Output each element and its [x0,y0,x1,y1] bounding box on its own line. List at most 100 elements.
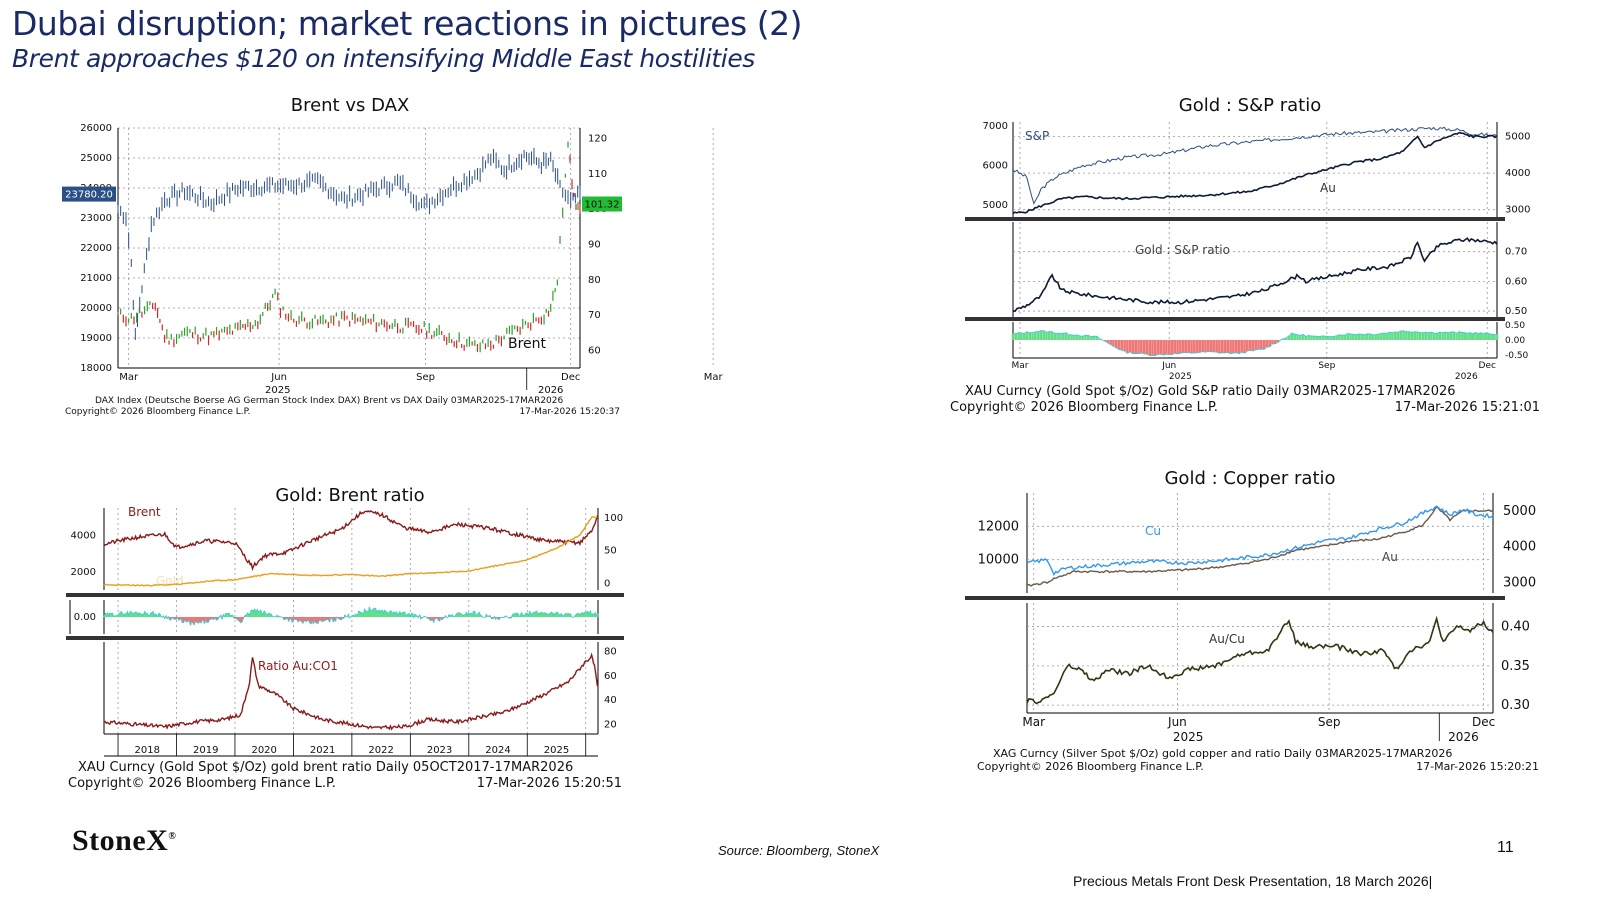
chart-brent-vs-dax: 2600025000240002300022000210002000019000… [62,123,723,417]
x-tick-label: Sep [1318,361,1335,371]
series-au-line [1012,131,1498,215]
x-year-label: 2026 [1455,372,1478,382]
y-tick-label-right: 120 [588,134,607,145]
y-tick-label-left: 25000 [80,153,112,164]
last-value-badge-dax [62,186,116,202]
x-tick-label: 2019 [193,745,218,756]
series-au-co1-line [103,652,599,731]
series-label-au-cu: Au/Cu [1209,632,1245,646]
y-tick-label-right: 0.00 [1505,336,1525,346]
x-year-label: 2025 [265,385,290,396]
series-label-ratio: Gold : S&P ratio [1135,243,1230,257]
chart-copyright: Copyright© 2026 Bloomberg Finance L.P. [65,407,250,417]
y-tick-label-right: 90 [588,239,601,250]
x-year-label: 2026 [538,385,563,396]
x-tick-label: Mar [1011,361,1028,371]
x-tick-label: 2023 [427,745,452,756]
page-number: 11 [1497,839,1514,856]
y-tick-label-right: 3000 [1503,575,1536,590]
source-note: Source: Bloomberg, StoneX [718,843,880,858]
chart-timestamp: 17-Mar-2026 15:21:01 [1395,400,1540,415]
y-tick-label-right: 0.60 [1505,276,1527,287]
chart-timestamp: 17-Mar-2026 15:20:37 [519,407,620,417]
y-tick-label-right: 0.70 [1505,247,1527,258]
chart-timestamp: 17-Mar-2026 15:20:51 [477,776,622,791]
y-tick-label-right: 0.30 [1501,698,1530,713]
last-value-badge-brent [582,196,622,212]
y-tick-label-right: 4000 [1503,540,1536,555]
chart-footer: DAX Index (Deutsche Boerse AG German Sto… [95,396,564,406]
y-tick-label-left: 26000 [80,123,112,134]
series-oscillator-line [103,606,598,626]
series-label-cu: Cu [1145,524,1161,538]
y-tick-label-right: 5000 [1505,132,1530,143]
y-tick-label-left: 23000 [80,213,112,224]
y-tick-label-right: 5000 [1503,504,1536,519]
chart-gold-sp-ratio: 7000 6000 5000 5000 4000 3000 S&P Au 0.70 0.60 0.5… [950,121,1540,415]
series-au-cu-line [1026,615,1494,705]
chart-footer: XAU Curncy (Gold Spot $/Oz) Gold S&P rat… [965,384,1456,399]
x-year-label: 2026 [1448,730,1479,744]
y-tick-label-right: 20 [604,719,617,730]
series-label-brent: Brent [128,505,161,519]
y-tick-label-left: 21000 [80,273,112,284]
y-tick-label-right: 40 [604,695,617,706]
chart-footer: XAU Curncy (Gold Spot $/Oz) gold brent r… [78,760,573,775]
x-tick-label: Dec [1472,715,1495,729]
series-sp-line [1012,126,1498,205]
y-tick-label-left: 18000 [80,363,112,374]
x-tick-label: Jun [270,372,287,383]
x-tick-label: Mar [119,372,139,383]
y-tick-label-right: 70 [588,310,601,321]
y-tick-label-left: 5000 [983,200,1008,211]
chart-copyright: Copyright© 2026 Bloomberg Finance L.P. [977,760,1204,773]
chart-title-gold-sp: Gold : S&P ratio [1178,95,1322,116]
x-tick-label: Dec [1479,361,1496,371]
x-tick-label: Mar [704,372,724,383]
series-label-gold: Gold [156,574,184,588]
y-tick-label-left: 22000 [80,243,112,254]
presentation-label: Precious Metals Front Desk Presentation,… [1073,873,1433,889]
series-label-brent: Brent [508,336,547,352]
y-tick-label-right: 4000 [1505,168,1530,179]
x-tick-label: Dec [561,372,580,383]
chart-title-gold-brent: Gold: Brent ratio [275,485,425,506]
series-cu-line [1026,505,1494,577]
y-tick-label-right: 110 [588,169,607,180]
y-tick-label-right: 80 [588,275,601,286]
x-tick-label: 2018 [135,745,160,756]
chart-gold-copper-ratio: 12000 10000 5000 4000 3000 Cu Au 0.40 0.35 0.30 Au… [965,493,1539,773]
last-value-brent: 101.32 [585,200,620,211]
series-label-au-co1: Ratio Au:CO1 [258,659,338,673]
y-tick-label-right: 100 [604,513,623,524]
y-tick-label-right: 0 [604,578,610,589]
logo-mark: ® [168,831,177,842]
series-ratio-line [1012,237,1498,313]
y-tick-label-right: 60 [604,671,617,682]
series-gold-line [103,515,598,587]
y-tick-label-right: 50 [604,546,617,557]
chart-copyright: Copyright© 2026 Bloomberg Finance L.P. [68,776,336,791]
y-tick-label-right: -0.50 [1505,351,1529,361]
slide-subtitle: Brent approaches $120 on intensifying Mi… [12,44,755,73]
x-tick-label: Jun [1161,361,1176,371]
x-tick-label: 2020 [251,745,276,756]
last-value-dax: 23780.20 [65,190,113,201]
y-tick-label-right: 0.35 [1501,659,1530,674]
y-tick-label-right: 80 [604,647,617,658]
chart-copyright: Copyright© 2026 Bloomberg Finance L.P. [950,400,1218,415]
series-oscillator-line [1013,330,1498,357]
slide-title: Dubai disruption; market reactions in pi… [12,4,802,43]
y-tick-label-left: 0.00 [74,612,96,623]
x-year-label: 2025 [1169,372,1192,382]
chart-gold-brent-ratio: 4000 2000 100 50 0 Brent Gold 0.00 80 60 40 20 Ratio… [66,505,624,791]
series-label-au: Au [1320,181,1336,195]
chart-title-gold-copper: Gold : Copper ratio [1164,468,1336,489]
x-tick-label: Mar [1022,715,1045,729]
y-tick-label-right: 3000 [1505,205,1530,216]
x-tick-label: Sep [416,372,435,383]
y-tick-label-left: 12000 [978,519,1019,534]
y-tick-label-right: 0.50 [1505,306,1527,317]
y-tick-label-left: 10000 [978,553,1019,568]
logo-text: StoneX [72,824,169,857]
